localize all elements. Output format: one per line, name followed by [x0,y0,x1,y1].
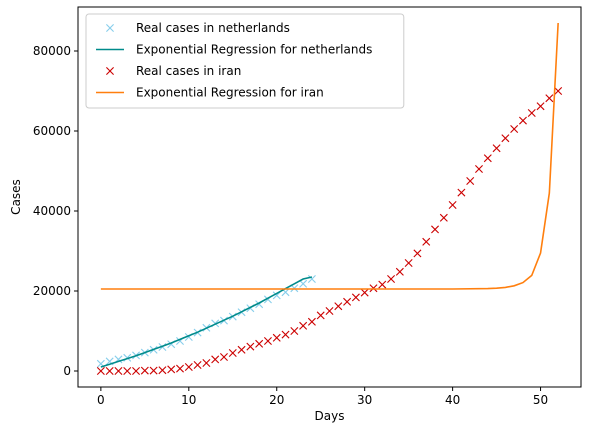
real-cases-in-iran-point [527,109,536,117]
real-cases-in-iran-point [501,134,510,143]
x-tick-label: 0 [97,393,105,407]
real-cases-in-iran-point [272,333,281,342]
plot-frame [77,6,582,388]
x-tick-label: 20 [269,393,284,407]
real-cases-in-iran-point [554,87,563,95]
legend-label: Exponential Regression for iran [136,86,324,100]
y-tick-label: 0 [63,364,71,378]
real-cases-in-iran-point [518,116,527,125]
real-cases-in-iran-point [448,201,457,209]
real-cases-in-iran-point [387,275,396,283]
real-cases-in-iran-point [123,367,132,375]
legend-label: Real cases in iran [136,64,241,78]
real-cases-in-iran-point [483,154,492,163]
real-cases-in-iran-point [439,213,448,222]
legend-label: Exponential Regression for netherlands [136,43,372,57]
real-cases-in-iran-point [413,249,422,258]
exponential-regression-for-netherlands-line [100,276,313,368]
real-cases-in-iran-point [307,317,316,326]
real-cases-in-iran-point [114,367,123,375]
legend-box [85,13,405,109]
real-cases-in-iran-point [492,144,501,153]
x-tick-label: 30 [357,393,372,407]
legend-label: Real cases in netherlands [136,21,290,35]
real-cases-in-iran-point [395,267,404,276]
x-axis-label: Days [315,409,345,423]
y-tick-label: 60000 [33,124,71,138]
exponential-regression-for-iran-series [100,22,559,290]
legend-swatch [106,24,114,32]
real-cases-in-iran-point [378,280,387,289]
real-cases-in-iran-point [149,366,158,375]
plot-content [96,22,563,375]
real-cases-in-iran-point [325,307,334,315]
legend-item-real-cases-in-iran: Real cases in iran [106,64,241,78]
real-cases-in-iran-point [237,345,246,354]
exponential-regression-for-netherlands-series [100,276,313,368]
real-cases-in-iran-point [105,367,114,375]
exponential-regression-for-iran-line [100,22,559,290]
legend-swatch [106,67,114,75]
legend: Real cases in netherlands Exponential Reg… [85,13,405,109]
real-cases-in-iran-point [140,366,149,375]
real-cases-in-iran-point [263,337,272,345]
real-cases-in-iran-point [404,259,413,267]
real-cases-in-iran-point [281,330,290,339]
real-cases-in-iran-point [360,288,369,297]
y-tick-label: 20000 [33,284,71,298]
x-tick-label: 10 [181,393,196,407]
real-cases-in-iran-point [96,367,105,375]
real-cases-in-iran-point [290,327,299,335]
x-tick-label: 40 [445,393,460,407]
y-tick-label: 40000 [33,204,71,218]
legend-item-exponential-regression-for-iran: Exponential Regression for iran [96,86,324,100]
real-cases-in-iran-point [466,177,475,185]
real-cases-in-iran-point [167,365,176,374]
real-cases-in-iran-point [475,165,483,173]
real-cases-in-iran-point [158,366,167,375]
real-cases-in-iran-point [431,225,440,234]
real-cases-in-iran-series [96,87,563,375]
y-axis-label: Cases [9,179,23,215]
real-cases-in-iran-point [457,188,466,197]
real-cases-in-iran-point [510,125,519,133]
real-cases-in-iran-point [343,297,352,306]
real-cases-in-iran-point [184,363,193,371]
real-cases-in-iran-point [316,311,325,320]
real-cases-in-iran-point [132,367,141,375]
real-cases-in-iran-point [545,94,554,103]
real-cases-in-iran-point [536,102,545,111]
legend-item-exponential-regression-for-netherlands: Exponential Regression for netherlands [96,43,372,57]
real-cases-in-netherlands-point [299,279,308,288]
real-cases-in-iran-point [422,237,431,246]
real-cases-in-iran-point [246,342,255,351]
real-cases-in-iran-point [211,355,220,364]
real-cases-in-iran-point [193,361,202,369]
real-cases-in-iran-point [299,321,308,330]
legend-item-real-cases-in-netherlands: Real cases in netherlands [106,21,290,35]
real-cases-in-iran-point [334,302,343,311]
real-cases-in-netherlands-point [307,275,316,283]
y-tick-label: 80000 [33,44,71,58]
real-cases-in-iran-point [228,349,237,357]
real-cases-in-iran-point [255,339,264,348]
real-cases-in-iran-point [176,364,184,373]
x-tick-label: 50 [533,393,548,407]
real-cases-in-iran-point [351,293,360,302]
real-cases-in-iran-point [219,353,228,361]
y-axis: 0 20000 40000 60000 80000 [33,44,78,378]
real-cases-in-iran-point [202,359,211,367]
x-axis: 0 10 20 30 40 50 [97,387,548,407]
